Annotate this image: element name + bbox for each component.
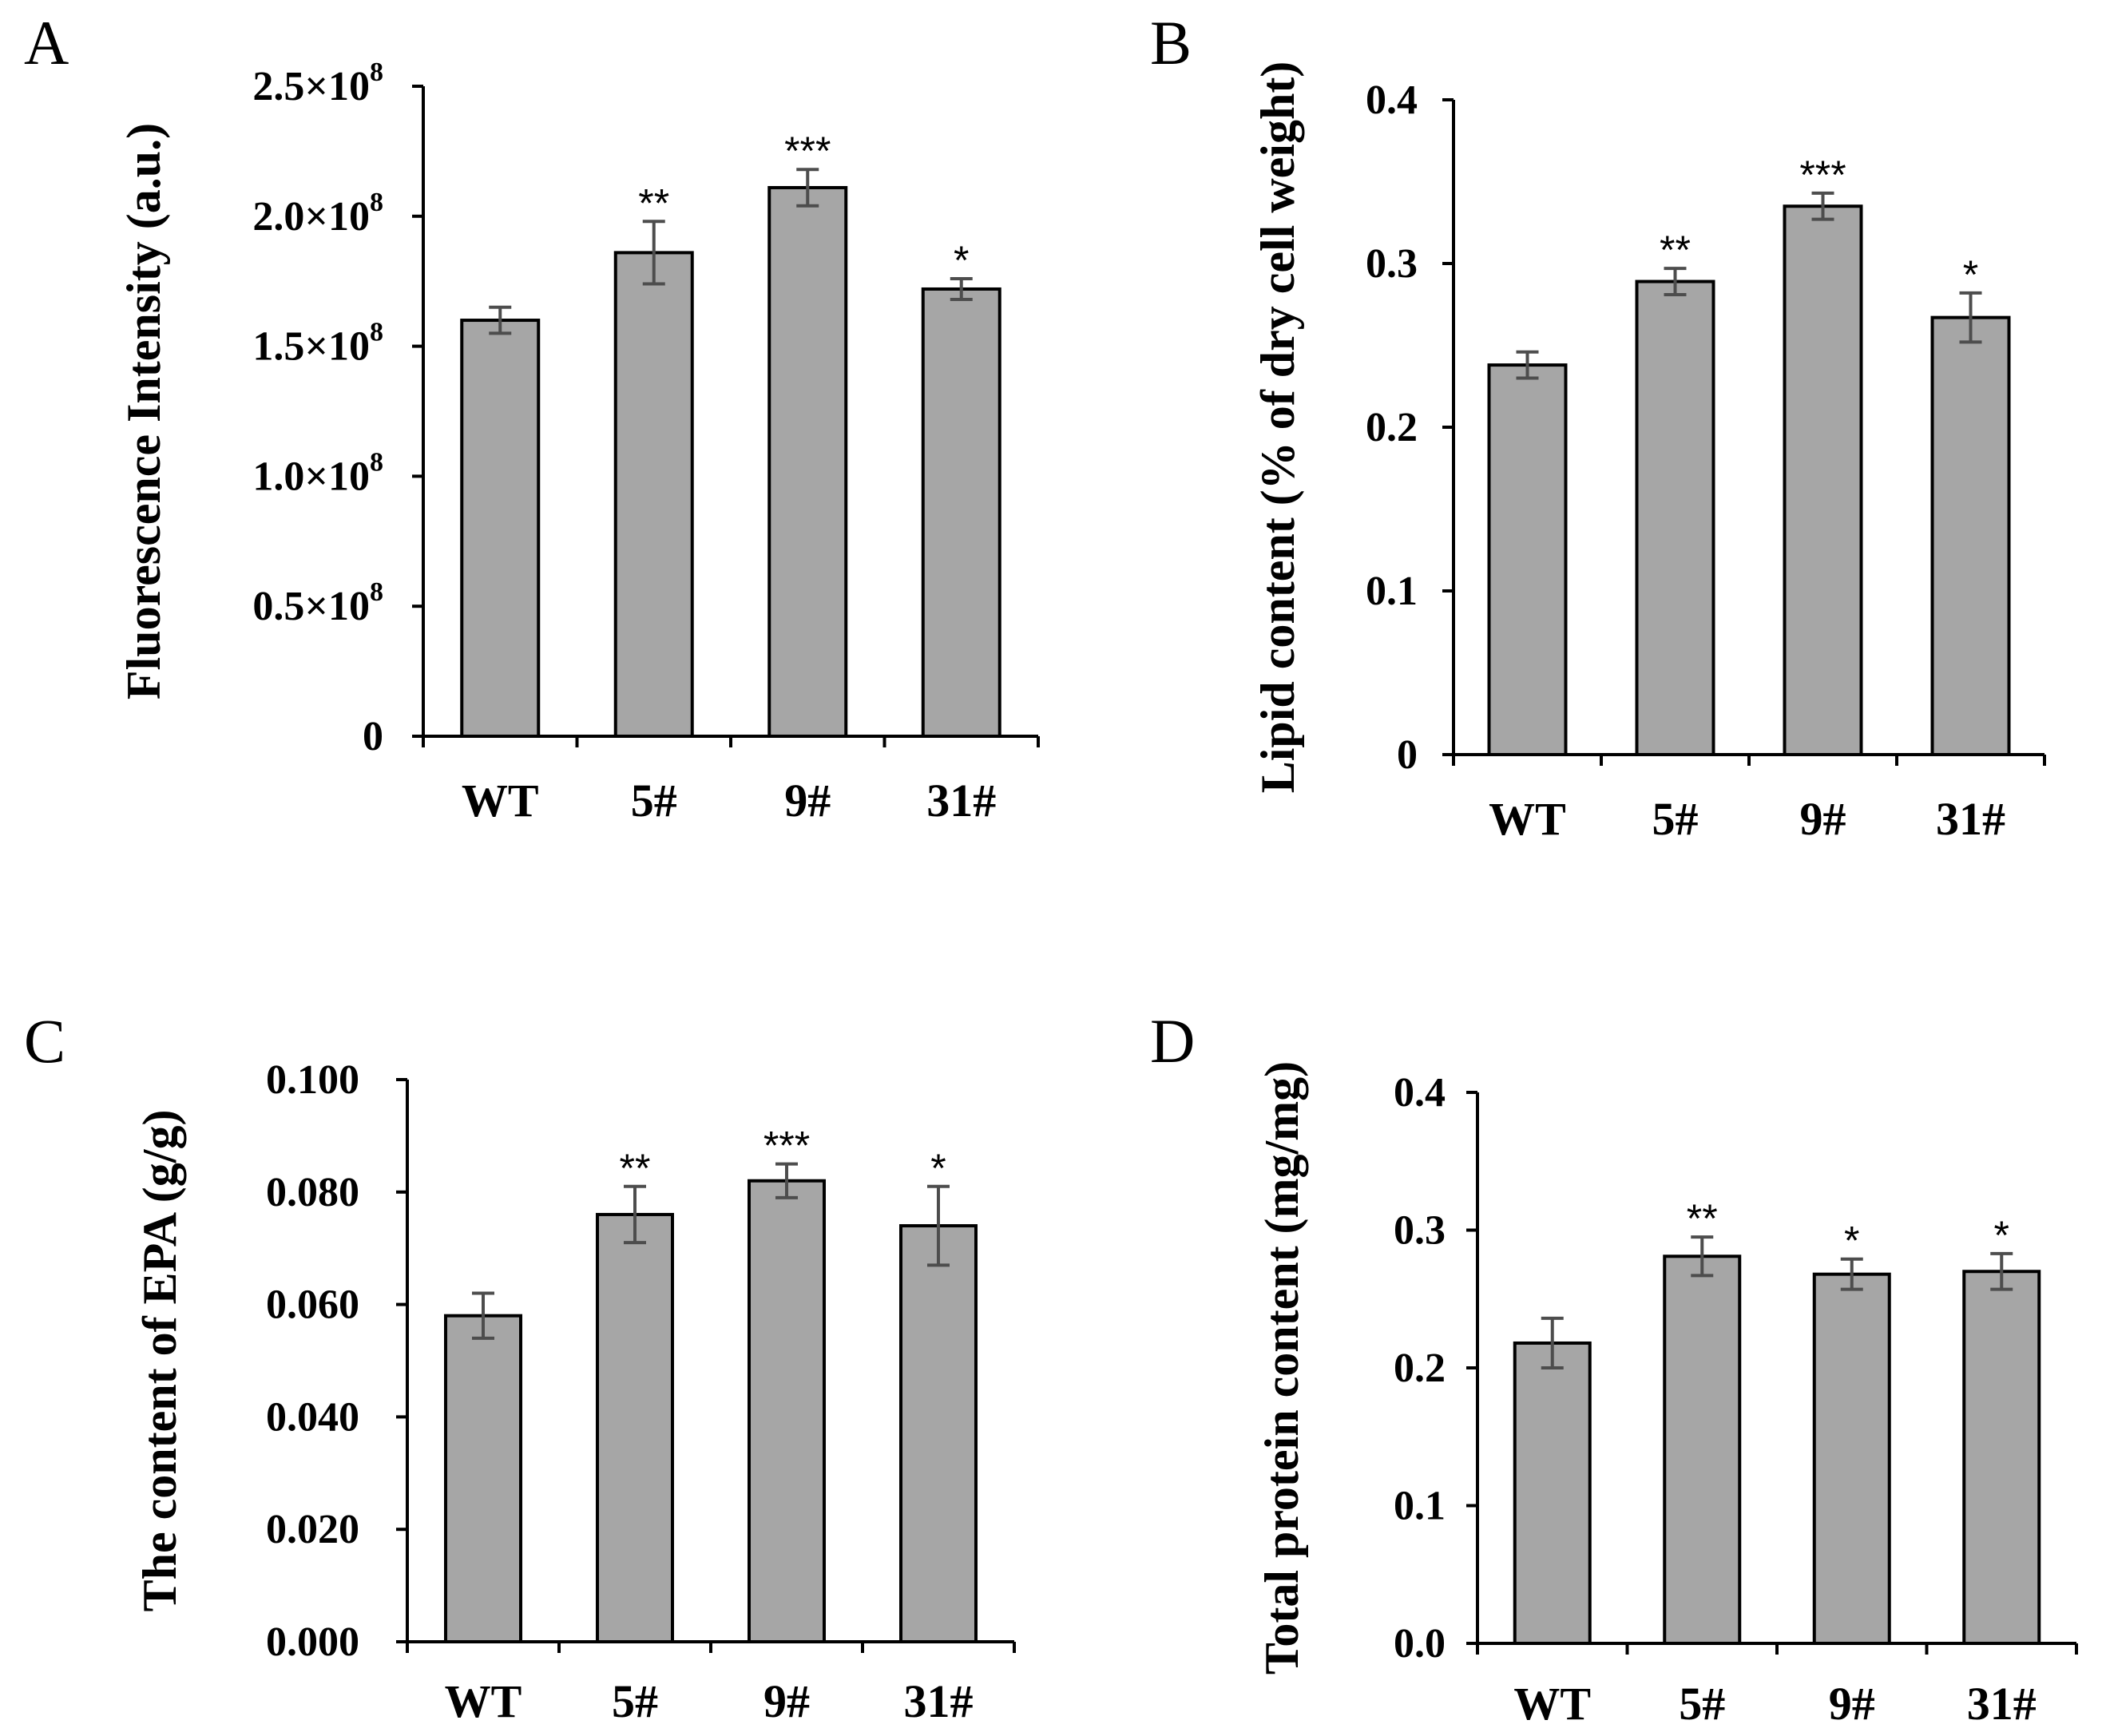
significance-label: **	[638, 180, 669, 225]
category-label: 5#	[1652, 793, 1699, 845]
y-tick-label: 0	[363, 714, 383, 759]
significance-label: *	[1963, 252, 1978, 297]
y-tick-label-exponent: 8	[370, 577, 383, 607]
y-tick-label-base: 1.5×10	[252, 324, 370, 370]
y-tick-label: 1.0×108	[252, 447, 383, 499]
significance-label: *	[930, 1146, 946, 1191]
y-tick-label: 0.020	[266, 1507, 359, 1552]
panel-letter: D	[1150, 1006, 1195, 1076]
bar	[444, 1314, 522, 1644]
bar	[767, 185, 848, 738]
category-label: 9#	[1829, 1678, 1875, 1730]
y-tick-label-exponent: 8	[370, 188, 383, 217]
y-tick-label-base: 2.0×10	[252, 194, 370, 240]
category-label: WT	[445, 1675, 522, 1727]
panel-letter: B	[1150, 8, 1192, 77]
y-tick-label: 0.2	[1366, 405, 1418, 450]
panel-b: B Lipid content (% of dry cell weight) 0 0.…	[1150, 8, 2046, 845]
y-axis-label: The content of EPA (g/g)	[133, 1110, 186, 1612]
category-label: 9#	[1800, 793, 1846, 845]
y-axis-label: Lipid content (% of dry cell weight)	[1251, 61, 1304, 794]
category-label: 31#	[904, 1675, 974, 1727]
significance-label: **	[1687, 1196, 1718, 1241]
y-tick-label: 0.1	[1394, 1484, 1446, 1529]
y-tick-label: 0.100	[266, 1057, 359, 1103]
bar	[460, 319, 541, 739]
bar	[1663, 1254, 1742, 1646]
bar	[1930, 315, 2011, 756]
y-tick-label-base: 1.0×10	[252, 454, 370, 499]
category-label: WT	[1513, 1678, 1591, 1730]
y-tick-label-exponent: 8	[370, 447, 383, 477]
y-tick-label: 0.040	[266, 1394, 359, 1440]
y-tick-label: 0.4	[1366, 77, 1418, 123]
category-label: 5#	[1679, 1678, 1725, 1730]
category-label: 31#	[1936, 793, 2005, 845]
significance-label: ***	[1799, 153, 1846, 197]
y-tick-label: 2.0×108	[252, 188, 383, 240]
y-tick-label: 0.5×108	[252, 577, 383, 629]
y-tick-label-base: 2.5×10	[252, 64, 370, 109]
y-tick-label: 0.4	[1394, 1070, 1446, 1116]
category-label: 9#	[784, 775, 831, 826]
bar	[613, 251, 694, 739]
y-tick-label: 0.060	[266, 1282, 359, 1328]
y-tick-label: 0.2	[1394, 1346, 1446, 1391]
bar	[1962, 1270, 2041, 1645]
significance-label: ***	[763, 1124, 810, 1168]
category-label: WT	[1489, 793, 1566, 845]
y-tick-label: 1.5×108	[252, 318, 383, 370]
category-label: 5#	[631, 775, 677, 826]
bar	[921, 287, 1001, 738]
y-tick-label: 0.3	[1366, 241, 1418, 287]
category-label: 9#	[763, 1675, 810, 1727]
significance-label: *	[954, 238, 969, 283]
bar	[596, 1212, 674, 1643]
y-axis-label: Fluorescence Intensity (a.u.)	[117, 123, 170, 700]
significance-label: **	[620, 1146, 651, 1191]
y-tick-label: 0	[1397, 732, 1418, 778]
panel-letter: A	[24, 8, 69, 77]
y-tick-label: 0.000	[266, 1619, 359, 1665]
significance-label: ***	[784, 129, 831, 173]
bar	[1635, 279, 1715, 756]
category-label: WT	[462, 775, 539, 826]
y-tick-label: 0.3	[1394, 1208, 1446, 1254]
category-label: 5#	[612, 1675, 658, 1727]
significance-label: *	[1844, 1219, 1859, 1263]
bar	[748, 1179, 826, 1643]
bar	[1513, 1341, 1592, 1645]
significance-label: **	[1660, 228, 1691, 272]
y-tick-label-exponent: 8	[370, 57, 383, 87]
y-tick-label-exponent: 8	[370, 318, 383, 347]
bar	[1783, 204, 1863, 756]
panel-d: D Total protein content (mg/mg) 0.0 0.1 0.2 0…	[1150, 1006, 2078, 1730]
y-axis-label: Total protein content (mg/mg)	[1255, 1061, 1308, 1675]
y-tick-label-base: 0.5×10	[252, 584, 370, 629]
y-tick-label: 2.5×108	[252, 57, 383, 109]
bar	[1812, 1272, 1891, 1645]
y-tick-label: 0.080	[266, 1170, 359, 1215]
category-label: 31#	[926, 775, 996, 826]
significance-label: *	[1994, 1213, 2009, 1258]
bar	[899, 1224, 978, 1644]
panel-letter: C	[24, 1006, 65, 1076]
y-tick-label: 0.1	[1366, 569, 1418, 614]
bar	[1487, 363, 1568, 756]
y-tick-label: 0.0	[1394, 1621, 1446, 1667]
panel-c: C The content of EPA (g/g) 0.000 0.020 0.040…	[24, 1006, 1016, 1727]
category-label: 31#	[1967, 1678, 2037, 1730]
